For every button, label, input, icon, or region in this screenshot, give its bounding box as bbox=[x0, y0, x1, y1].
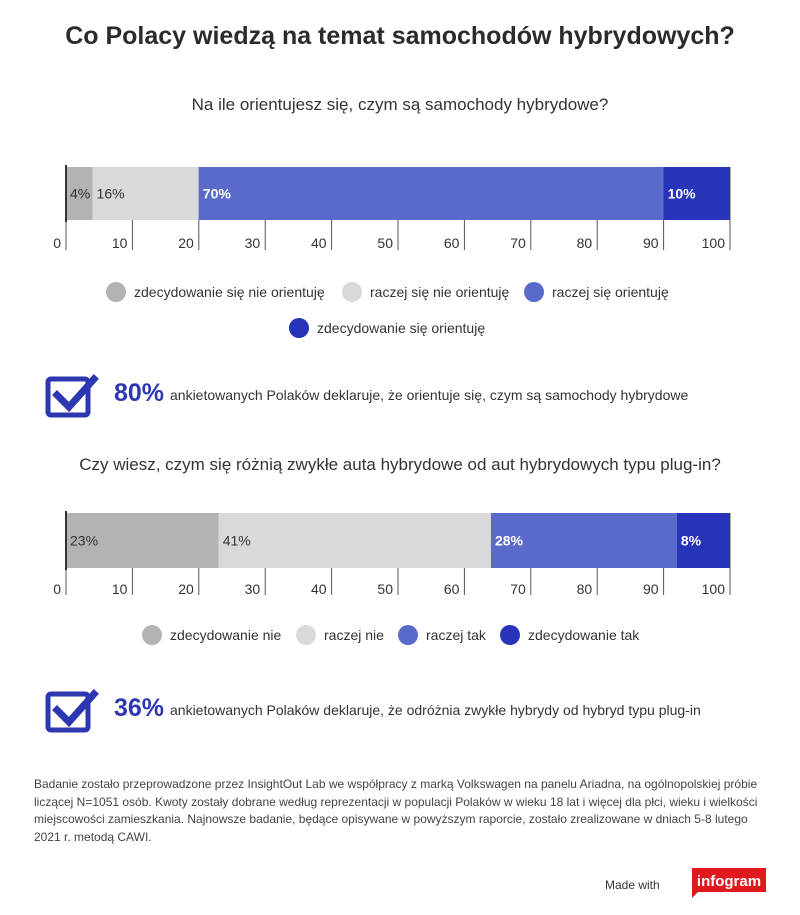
chart-2: 0 10 20 30 40 50 60 70 80 90 100 23% 41% 28% 8% zdecydo… bbox=[53, 511, 731, 645]
legend-swatch bbox=[296, 625, 316, 645]
infogram-logo[interactable]: infogram bbox=[688, 866, 768, 898]
data-label: 41% bbox=[223, 533, 251, 549]
x-tick-label: 50 bbox=[377, 235, 393, 251]
data-label: 28% bbox=[495, 533, 524, 549]
bar-segment bbox=[66, 167, 93, 220]
callout-1-text: ankietowanych Polaków deklaruje, że orie… bbox=[170, 387, 689, 403]
x-tick-label: 0 bbox=[53, 235, 61, 251]
x-tick-label: 80 bbox=[577, 581, 593, 597]
bar-segment bbox=[92, 167, 199, 220]
bar-segment bbox=[490, 513, 677, 568]
x-tick-label: 30 bbox=[245, 235, 261, 251]
x-tick-label: 40 bbox=[311, 235, 327, 251]
legend-swatch bbox=[106, 282, 126, 302]
legend-swatch bbox=[142, 625, 162, 645]
x-tick-label: 20 bbox=[178, 235, 194, 251]
chart-1: 0 10 20 30 40 50 60 70 80 90 100 4% 16% 70% 10% zdecydo… bbox=[53, 165, 731, 338]
data-label: 16% bbox=[97, 186, 125, 202]
bar-segment bbox=[218, 513, 491, 568]
legend-label: raczej się orientuję bbox=[552, 284, 669, 300]
legend-label: raczej się nie orientuję bbox=[370, 284, 510, 300]
legend-swatch bbox=[524, 282, 544, 302]
x-tick-label: 10 bbox=[112, 581, 128, 597]
legend-label: zdecydowanie się orientuję bbox=[317, 320, 485, 336]
callout-2-text: ankietowanych Polaków deklaruje, że odró… bbox=[170, 702, 701, 718]
made-with-label: Made with bbox=[605, 878, 660, 892]
data-label: 10% bbox=[668, 186, 697, 202]
x-tick-label: 90 bbox=[643, 581, 659, 597]
data-label: 8% bbox=[681, 533, 702, 549]
checkbox-check-icon bbox=[45, 374, 99, 418]
methodology-note: Badanie zostało przeprowadzone przez Ins… bbox=[34, 777, 758, 844]
legend-label: zdecydowanie tak bbox=[528, 627, 640, 643]
data-label: 23% bbox=[70, 533, 98, 549]
x-tick-label: 80 bbox=[577, 235, 593, 251]
legend-swatch bbox=[398, 625, 418, 645]
legend-swatch bbox=[289, 318, 309, 338]
x-tick-label: 60 bbox=[444, 235, 460, 251]
x-tick-label: 70 bbox=[510, 581, 526, 597]
x-tick-label: 40 bbox=[311, 581, 327, 597]
data-label: 4% bbox=[70, 186, 90, 202]
legend-label: raczej tak bbox=[426, 627, 487, 643]
legend-label: raczej nie bbox=[324, 627, 384, 643]
x-tick-label: 100 bbox=[702, 235, 726, 251]
legend-label: zdecydowanie się nie orientuję bbox=[134, 284, 325, 300]
callout-1: 80% ankietowanych Polaków deklaruje, że … bbox=[44, 373, 784, 421]
page-title: Co Polacy wiedzą na temat samochodów hyb… bbox=[65, 22, 735, 50]
data-label: 70% bbox=[203, 186, 232, 202]
chart-2-title: Czy wiesz, czym się różnią zwykłe auta h… bbox=[79, 455, 721, 474]
x-tick-label: 50 bbox=[377, 581, 393, 597]
bar-segment bbox=[676, 513, 730, 568]
bar-segment bbox=[198, 167, 664, 220]
callout-1-percent: 80% bbox=[114, 379, 165, 407]
bar-segment bbox=[663, 167, 730, 220]
x-tick-label: 20 bbox=[178, 581, 194, 597]
infogram-logo-text: infogram bbox=[697, 873, 761, 890]
legend-swatch bbox=[342, 282, 362, 302]
checkbox-check-icon bbox=[45, 689, 99, 733]
legend-swatch bbox=[500, 625, 520, 645]
x-tick-label: 100 bbox=[702, 581, 726, 597]
x-tick-label: 70 bbox=[510, 235, 526, 251]
x-tick-label: 0 bbox=[53, 581, 61, 597]
bar-segment bbox=[66, 513, 219, 568]
chart-1-title: Na ile orientujesz się, czym są samochod… bbox=[191, 95, 609, 114]
callout-2: 36% ankietowanych Polaków deklaruje, że … bbox=[44, 688, 784, 736]
x-tick-label: 60 bbox=[444, 581, 460, 597]
x-tick-label: 10 bbox=[112, 235, 128, 251]
x-tick-label: 30 bbox=[245, 581, 261, 597]
legend-label: zdecydowanie nie bbox=[170, 627, 282, 643]
x-tick-label: 90 bbox=[643, 235, 659, 251]
callout-2-percent: 36% bbox=[114, 694, 165, 722]
